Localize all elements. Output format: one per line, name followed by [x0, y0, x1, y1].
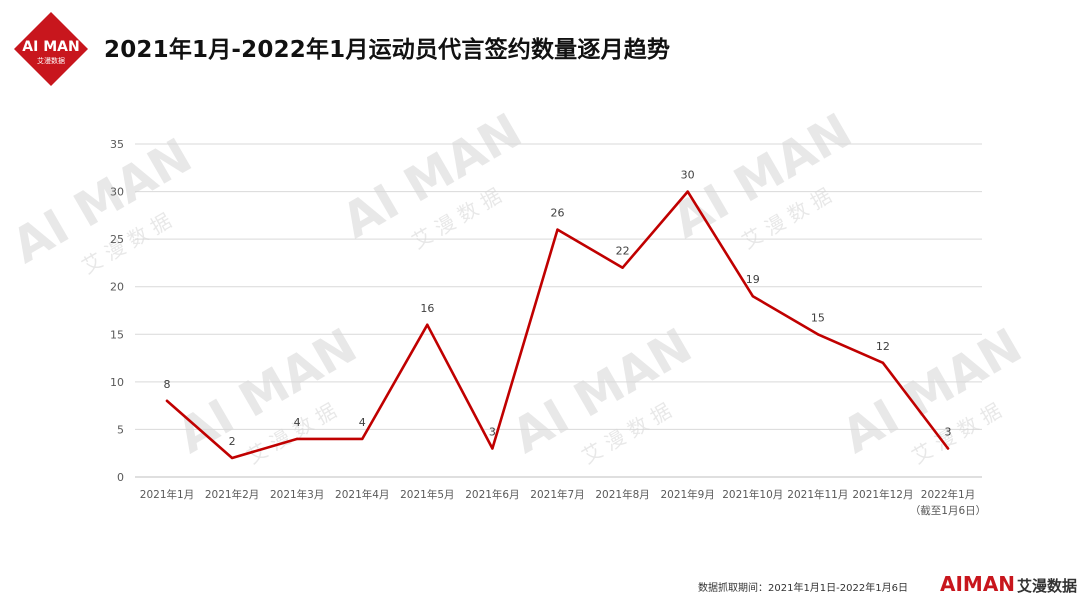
x-tick-label: 2021年7月 [530, 488, 584, 501]
data-label: 12 [876, 340, 890, 353]
data-point [230, 456, 234, 460]
x-tick-label: 2021年5月 [400, 488, 454, 501]
footer-logo-cn: 艾漫数据 [1017, 577, 1078, 595]
y-axis-ticks: 0 5 10 15 20 25 30 35 [110, 138, 124, 484]
brand-logo: AI MAN 艾漫数据 [14, 12, 88, 86]
data-point [295, 437, 299, 441]
footer-logo-man: MAN [962, 572, 1016, 596]
y-tick-label: 30 [110, 186, 124, 199]
page-title: 2021年1月-2022年1月运动员代言签约数量逐月趋势 [104, 37, 671, 63]
data-point [816, 333, 820, 336]
data-label: 22 [616, 245, 630, 258]
data-label: 16 [420, 302, 434, 315]
x-tick-label: 2021年12月 [852, 488, 913, 501]
x-tick-label: 2021年10月 [722, 488, 783, 501]
data-period-note: 数据抓取期间：2021年1月1日-2022年1月6日 [698, 583, 908, 594]
data-point [881, 361, 885, 365]
data-point [165, 399, 169, 403]
x-tick-label: 2021年1月 [140, 488, 194, 501]
data-label: 3 [489, 425, 496, 438]
data-label: 19 [746, 273, 760, 286]
data-point [361, 437, 364, 441]
data-label: 3 [945, 425, 952, 438]
y-tick-label: 0 [117, 471, 124, 484]
gridlines [135, 143, 982, 478]
y-tick-label: 10 [110, 376, 124, 389]
data-labels: 8 2 4 4 16 3 26 22 30 19 15 12 3 [164, 169, 952, 448]
data-point [491, 447, 494, 450]
data-point [686, 190, 689, 193]
footer-logo: AIMAN 艾漫数据 [940, 572, 1077, 598]
x-tick-label: 2021年9月 [660, 488, 714, 501]
data-label: 4 [359, 416, 366, 429]
x-tick-note: （截至1月6日） [910, 504, 986, 517]
data-label: 30 [681, 169, 695, 182]
data-label: 8 [164, 378, 171, 391]
y-tick-label: 5 [117, 423, 124, 436]
y-tick-label: 25 [110, 233, 124, 246]
x-tick-label: 2021年6月 [465, 488, 519, 501]
x-axis-ticks: 2021年1月 2021年2月 2021年3月 2021年4月 2021年5月 2021年… [140, 488, 986, 517]
logo-subtitle: 艾漫数据 [37, 56, 65, 65]
data-point [621, 266, 624, 269]
data-label: 4 [294, 416, 301, 429]
data-label: 15 [811, 311, 825, 324]
data-label: 2 [229, 435, 236, 448]
footer-logo-ai: AI [940, 572, 963, 596]
data-point [426, 323, 429, 326]
data-label: 26 [551, 207, 565, 220]
x-tick-label: 2021年11月 [787, 488, 848, 501]
x-tick-label: 2021年2月 [205, 488, 259, 501]
x-tick-label: 2021年3月 [270, 488, 324, 501]
x-tick-label: 2021年4月 [335, 488, 389, 501]
y-tick-label: 20 [110, 281, 124, 294]
data-points [165, 190, 950, 460]
x-tick-label: 2022年1月 [921, 488, 975, 501]
data-point [751, 295, 754, 298]
logo-text: AI MAN [22, 39, 79, 55]
y-tick-label: 35 [110, 138, 124, 151]
data-point [946, 447, 950, 450]
y-tick-label: 15 [110, 328, 124, 341]
x-tick-label: 2021年8月 [595, 488, 649, 501]
data-point [556, 228, 559, 231]
